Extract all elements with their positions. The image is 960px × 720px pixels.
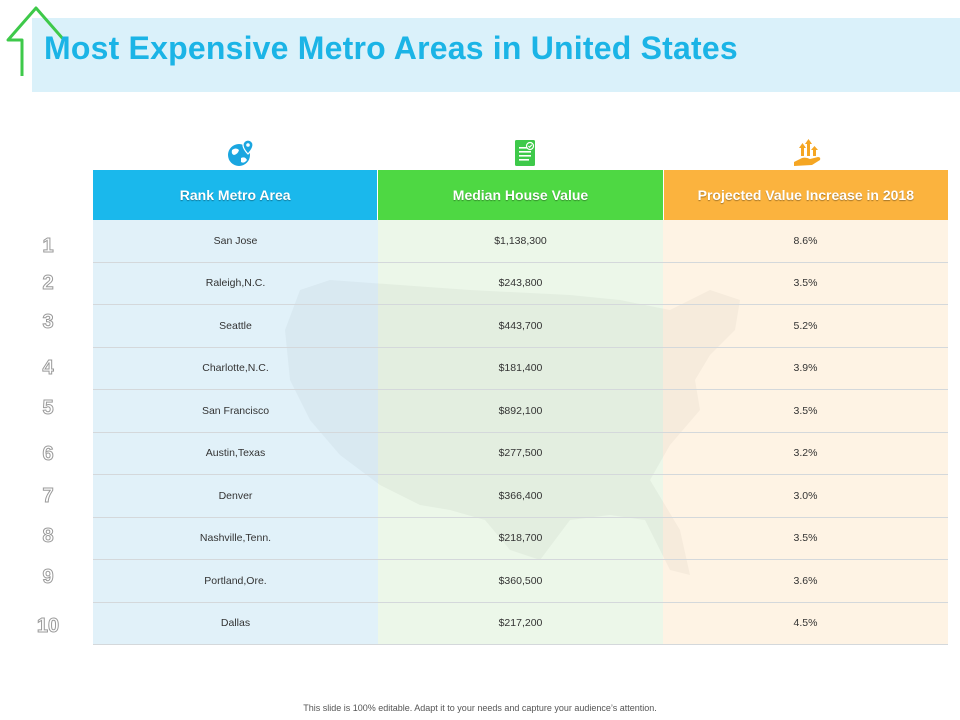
hand-growth-arrows-icon <box>794 139 821 166</box>
header-projected-increase: Projected Value Increase in 2018 <box>662 170 948 220</box>
title-banner <box>32 18 960 92</box>
value-cell: $892,100 <box>378 390 663 432</box>
increase-cell: 3.5% <box>663 517 948 559</box>
document-check-icon <box>515 140 535 166</box>
rank-number: 7 <box>42 485 54 508</box>
increase-cell: 4.5% <box>663 602 948 644</box>
value-cell: $443,700 <box>378 305 663 347</box>
metro-cell: Charlotte,N.C. <box>93 347 378 389</box>
header-median-house-value: Median House Value <box>377 170 663 220</box>
metro-cell: Austin,Texas <box>93 432 378 474</box>
table-row: San Francisco $892,100 3.5% <box>93 390 948 433</box>
increase-cell: 8.6% <box>663 220 948 262</box>
table-row: Charlotte,N.C. $181,400 3.9% <box>93 347 948 390</box>
value-cell: $360,500 <box>378 560 663 602</box>
rank-number: 1 <box>42 235 54 258</box>
rank-number: 5 <box>42 397 54 420</box>
rank-number: 2 <box>42 272 54 295</box>
table-row: Portland,Ore. $360,500 3.6% <box>93 560 948 603</box>
table-header: Rank Metro Area Median House Value Proje… <box>93 170 948 220</box>
metro-cell: Dallas <box>93 602 378 644</box>
metro-areas-table: Rank Metro Area Median House Value Proje… <box>93 170 948 645</box>
value-cell: $366,400 <box>378 475 663 517</box>
value-cell: $1,138,300 <box>378 220 663 262</box>
increase-cell: 3.9% <box>663 347 948 389</box>
header-rank-metro-area: Rank Metro Area <box>93 170 378 220</box>
table-row: Raleigh,N.C. $243,800 3.5% <box>93 262 948 305</box>
metro-cell: Seattle <box>93 305 378 347</box>
rank-number: 4 <box>42 357 54 380</box>
metro-cell: Nashville,Tenn. <box>93 517 378 559</box>
increase-cell: 3.5% <box>663 262 948 304</box>
us-map-background <box>285 280 740 575</box>
table-row: San Jose $1,138,300 8.6% <box>93 220 948 263</box>
page-title: Most Expensive Metro Areas in United Sta… <box>44 30 738 66</box>
value-cell: $243,800 <box>378 262 663 304</box>
increase-cell: 5.2% <box>663 305 948 347</box>
increase-cell: 3.5% <box>663 390 948 432</box>
rank-number: 10 <box>36 615 60 638</box>
table-row: Austin,Texas $277,500 3.2% <box>93 432 948 475</box>
table-row: Nashville,Tenn. $218,700 3.5% <box>93 517 948 560</box>
increase-cell: 3.0% <box>663 475 948 517</box>
rank-number: 9 <box>42 566 54 589</box>
value-cell: $277,500 <box>378 432 663 474</box>
footer-note: This slide is 100% editable. Adapt it to… <box>303 703 657 713</box>
metro-cell: San Francisco <box>93 390 378 432</box>
increase-cell: 3.6% <box>663 560 948 602</box>
globe-location-icon <box>228 139 254 166</box>
table-row: Dallas $217,200 4.5% <box>93 602 948 645</box>
metro-cell: Portland,Ore. <box>93 560 378 602</box>
metro-cell: San Jose <box>93 220 378 262</box>
rank-number: 3 <box>42 311 54 334</box>
house-outline-icon <box>6 6 64 76</box>
rank-number: 8 <box>42 525 54 548</box>
increase-cell: 3.2% <box>663 432 948 474</box>
value-cell: $181,400 <box>378 347 663 389</box>
table-row: Seattle $443,700 5.2% <box>93 305 948 348</box>
metro-cell: Denver <box>93 475 378 517</box>
rank-number: 6 <box>42 443 54 466</box>
metro-cell: Raleigh,N.C. <box>93 262 378 304</box>
value-cell: $218,700 <box>378 517 663 559</box>
value-cell: $217,200 <box>378 602 663 644</box>
table-row: Denver $366,400 3.0% <box>93 475 948 518</box>
